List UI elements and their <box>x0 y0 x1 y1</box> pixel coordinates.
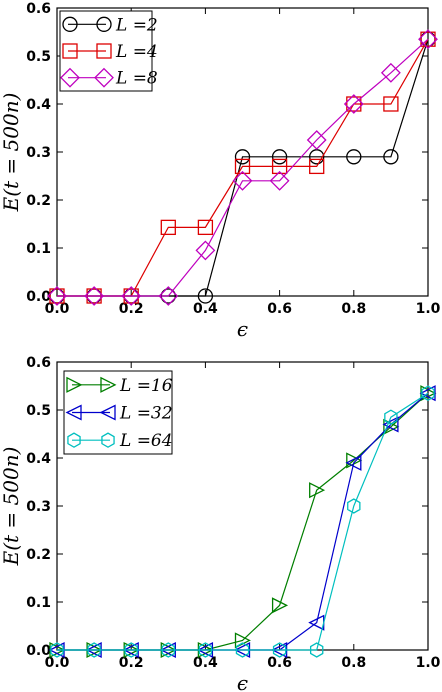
legend-marker <box>66 376 83 393</box>
x-tick-label: 1.0 <box>416 301 441 317</box>
data-point <box>309 158 325 175</box>
legend-marker <box>101 432 115 448</box>
x-tick-label: 0.2 <box>119 301 144 317</box>
chart-panel-1: 0.0 0.2 0.4 0.6 0.8 1.0 0.0 0.1 0.2 0.3 0.4 0.5 0.6 ϵ… <box>0 1 441 341</box>
legend-label: L =16 <box>119 376 173 396</box>
x-axis-label: ϵ <box>237 317 248 341</box>
data-point <box>346 149 362 165</box>
y-tick-label: 0.3 <box>26 499 51 515</box>
data-point <box>87 642 101 658</box>
legend-label: L =32 <box>119 404 173 424</box>
data-point <box>383 149 399 165</box>
data-point <box>234 158 251 175</box>
data-point <box>309 482 326 499</box>
data-point <box>160 219 176 236</box>
y-tick-label: 0.5 <box>26 403 51 419</box>
legend-marker <box>62 43 78 59</box>
y-tick-label: 0.6 <box>26 1 51 17</box>
data-point <box>234 149 251 165</box>
data-point <box>271 597 289 614</box>
data-point <box>232 170 253 191</box>
y-tick-label: 0.4 <box>26 97 51 113</box>
data-point <box>419 385 436 402</box>
data-point <box>420 31 436 47</box>
data-point <box>272 642 287 658</box>
x-tick-label: 0.6 <box>267 655 292 671</box>
legend-label: L =2 <box>115 15 158 35</box>
legend-marker <box>99 404 116 421</box>
y-tick-label: 0.0 <box>26 289 51 305</box>
y-tick-label: 0.2 <box>26 547 51 563</box>
x-tick-label: 0.8 <box>341 301 366 317</box>
x-tick-label: 0.0 <box>45 301 70 317</box>
data-point <box>306 130 327 150</box>
legend-marker <box>60 67 80 88</box>
x-tick-label: 0.6 <box>267 301 292 317</box>
y-tick-label: 0.2 <box>26 193 51 209</box>
data-point <box>269 170 290 191</box>
series-3 <box>50 385 435 658</box>
legend: L =16 L =32 L =64 <box>63 370 173 455</box>
legend-label: L =64 <box>119 431 173 451</box>
x-tick-label: 0.0 <box>45 655 70 671</box>
data-point <box>121 286 142 306</box>
data-point <box>382 416 399 433</box>
data-point <box>345 454 362 471</box>
data-point <box>421 385 435 401</box>
x-tick-label: 0.4 <box>193 301 218 317</box>
legend-marker <box>100 376 117 393</box>
data-point <box>197 219 214 236</box>
legend-marker <box>62 16 78 32</box>
y-axis-label: E(t = 500n) <box>0 447 23 567</box>
y-tick-label: 0.3 <box>26 145 51 161</box>
data-point <box>384 409 398 425</box>
legend-marker <box>94 67 114 88</box>
data-point <box>343 94 364 114</box>
x-tick-label: 1.0 <box>416 655 441 671</box>
series-line <box>57 38 429 297</box>
data-point <box>383 96 399 112</box>
chart-panel-2: 0.0 0.2 0.4 0.6 0.8 1.0 0.0 0.1 0.2 0.3 0.4 0.5 0.6 ϵ… <box>0 355 441 692</box>
data-point <box>383 418 400 435</box>
y-axis-label: E(t = 500n) <box>0 93 23 213</box>
x-tick-label: 0.8 <box>341 655 366 671</box>
legend-marker <box>65 404 82 421</box>
data-point <box>195 240 216 261</box>
y-tick-label: 0.6 <box>26 355 51 371</box>
data-point <box>84 286 105 306</box>
data-point <box>380 62 401 83</box>
data-point <box>161 642 176 658</box>
y-tick-label: 0.5 <box>26 49 51 65</box>
series-line <box>57 392 429 651</box>
legend-label: L =8 <box>115 69 158 89</box>
data-point <box>124 642 138 658</box>
y-tick-label: 0.1 <box>26 241 51 257</box>
data-point <box>158 286 179 306</box>
legend-marker <box>96 16 112 32</box>
data-point <box>235 642 250 658</box>
y-tick-label: 0.4 <box>26 451 51 467</box>
data-point <box>271 149 288 165</box>
x-tick-label: 0.4 <box>193 655 218 671</box>
x-tick-label: 0.2 <box>119 655 144 671</box>
data-point <box>347 498 361 514</box>
x-axis-label: ϵ <box>237 671 248 692</box>
legend-marker <box>96 43 112 59</box>
data-point <box>47 286 67 306</box>
data-point <box>198 642 213 658</box>
y-tick-label: 0.0 <box>26 643 51 659</box>
legend-label: L =4 <box>115 42 158 62</box>
y-tick-label: 0.1 <box>26 595 51 611</box>
data-point <box>346 96 362 112</box>
data-point <box>271 158 288 175</box>
series-3 <box>47 29 438 306</box>
legend-marker <box>67 432 81 448</box>
data-point <box>234 632 251 649</box>
data-point <box>309 642 324 658</box>
data-point <box>50 642 64 658</box>
data-point <box>197 288 214 304</box>
data-point <box>418 29 438 50</box>
legend: L =2 L =4 L =8 <box>59 10 158 92</box>
